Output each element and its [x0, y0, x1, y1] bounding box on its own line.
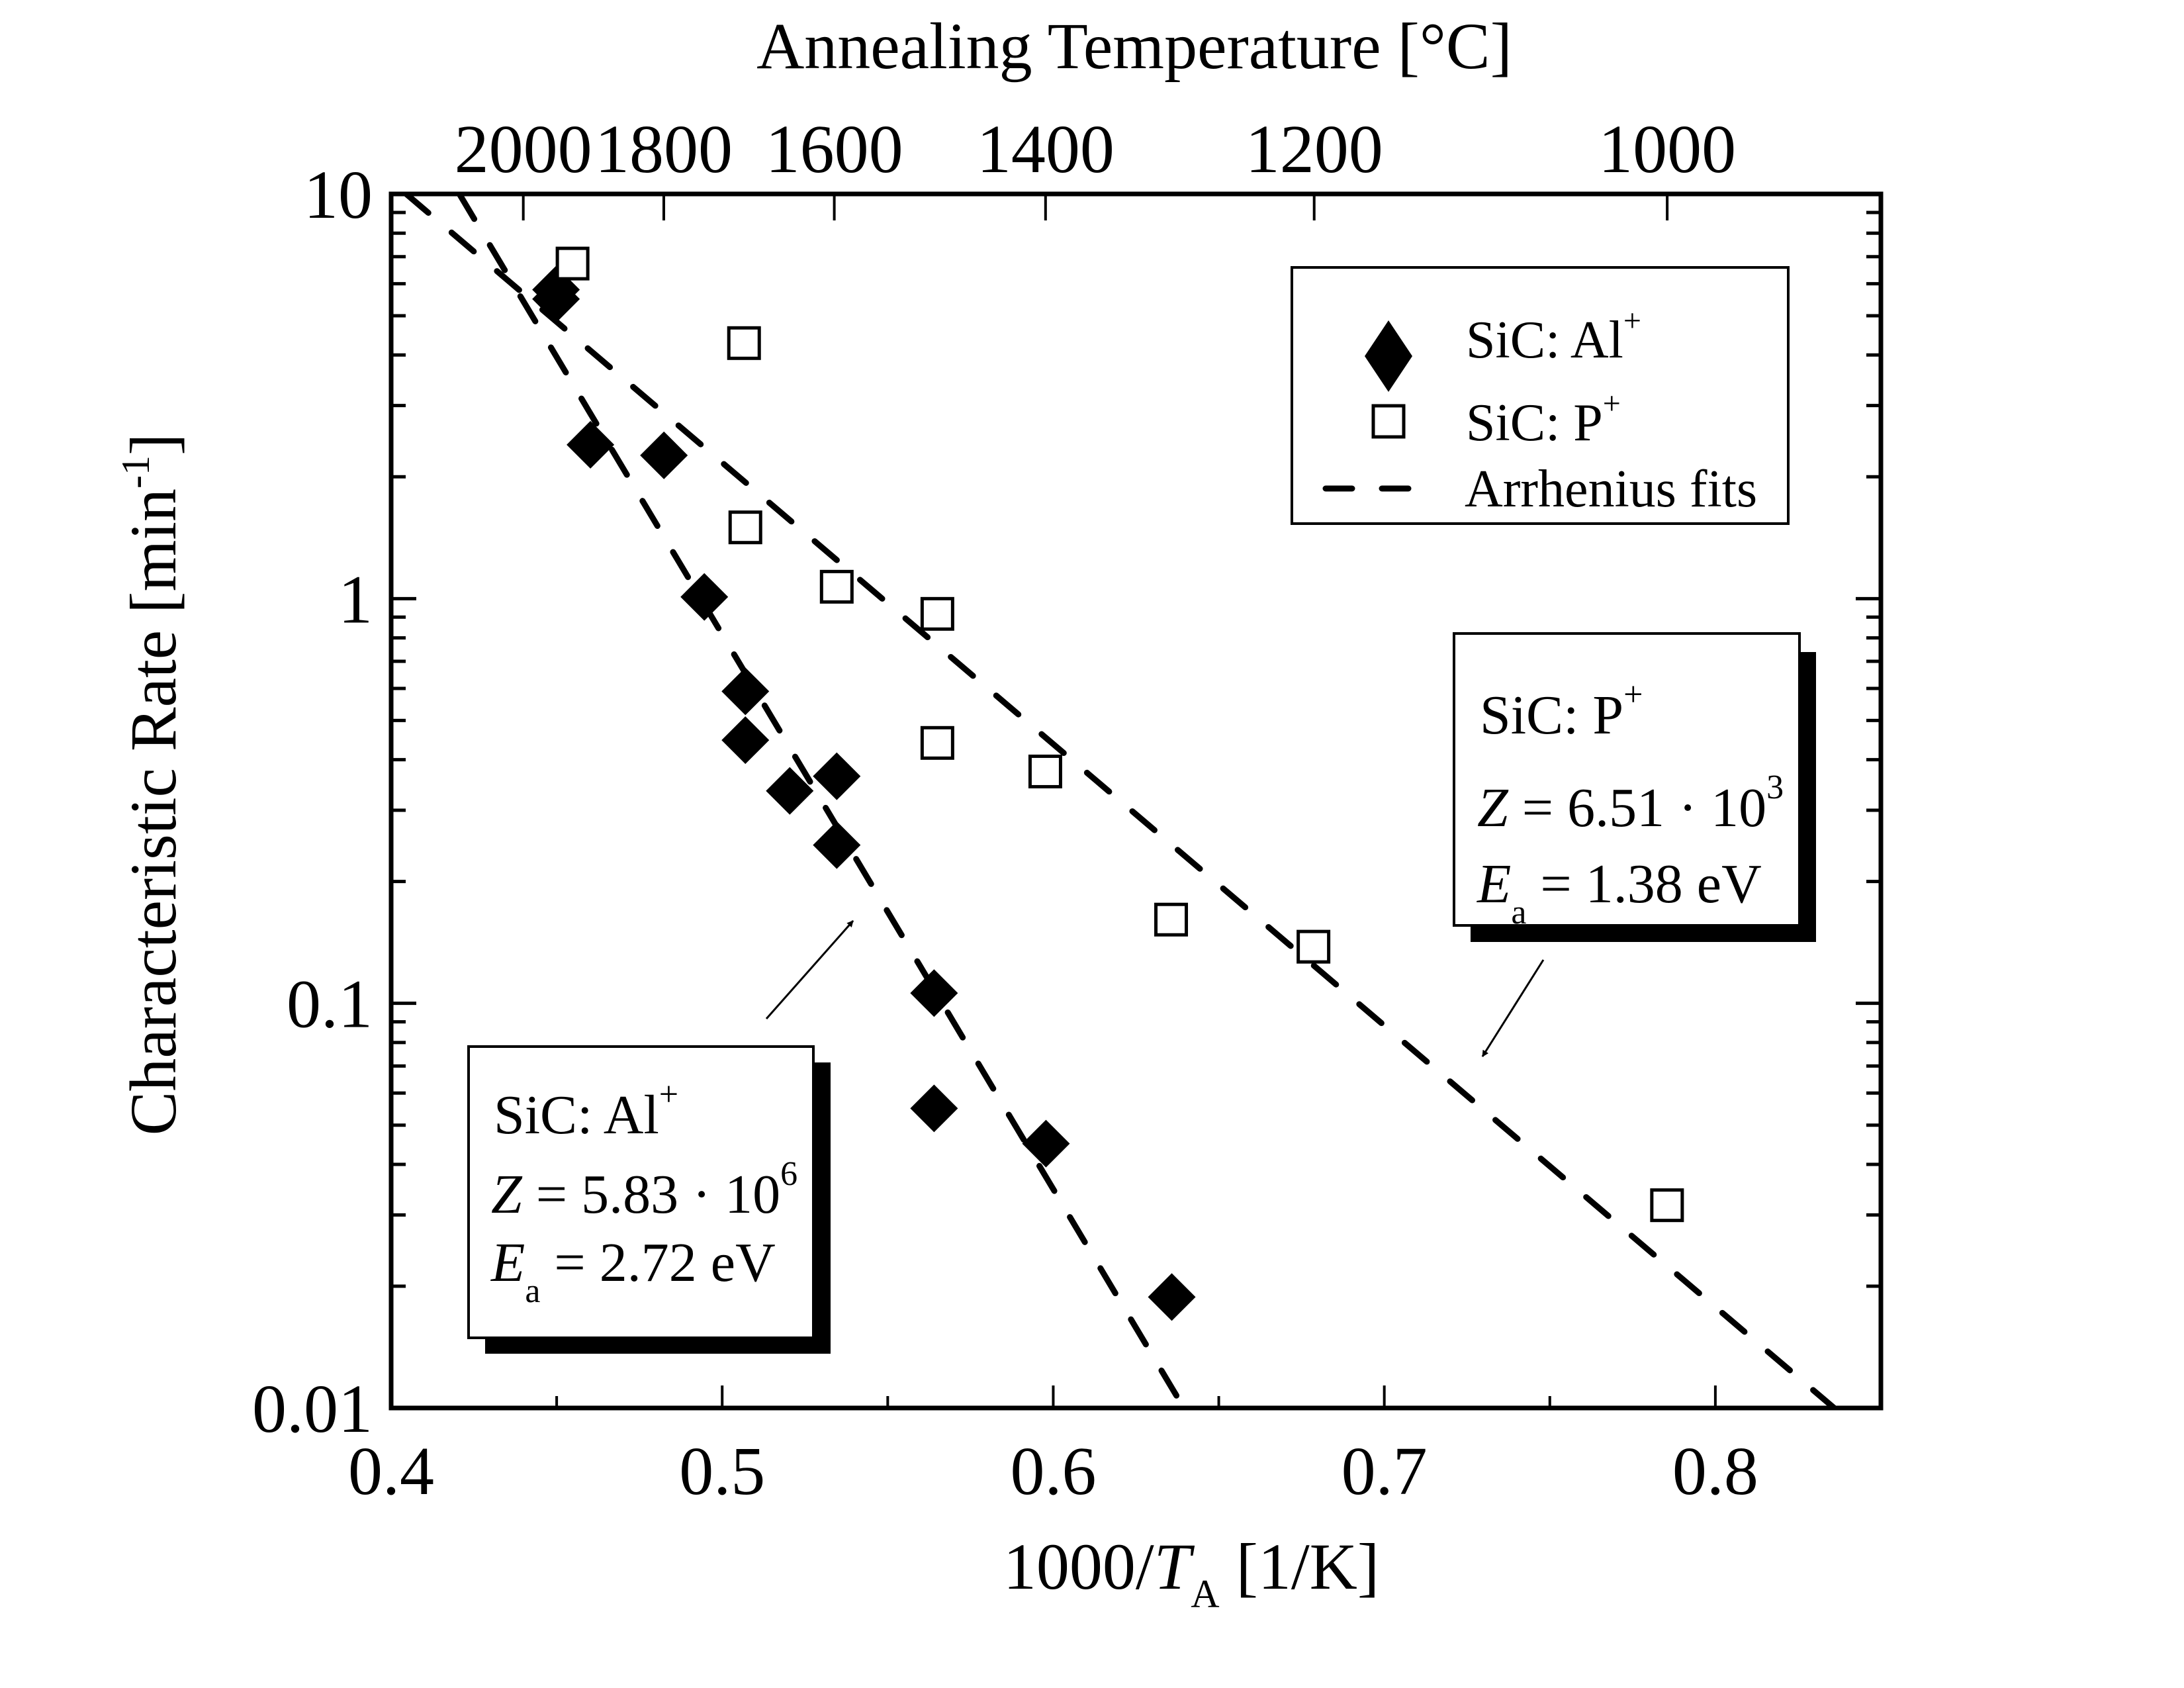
x-tick-label: 0.8: [1672, 1433, 1758, 1509]
x-tick-label: 0.7: [1342, 1433, 1428, 1509]
al-data-point: [532, 275, 580, 323]
annotation-al-z: Z = 5.83 · 106: [491, 1155, 797, 1225]
p-data-point: [1650, 1188, 1684, 1223]
al-data-point: [1022, 1119, 1070, 1168]
al-data-point: [567, 420, 615, 469]
p-data-point: [920, 596, 954, 631]
al-data-point: [766, 767, 814, 815]
x-tick-label: 0.4: [348, 1433, 434, 1509]
annotation-p-arrow: [1481, 959, 1545, 1057]
top-tick-label: 1200: [1246, 111, 1383, 187]
al-data-point: [680, 573, 729, 621]
annotation-p: SiC: P+ Z = 6.51 · 103 Ea = 1.38 eV: [1453, 632, 1816, 1057]
y-tick-label: 1: [338, 561, 373, 637]
top-tick-label: 2000: [455, 111, 592, 187]
p-data-point: [1028, 754, 1062, 788]
legend-label-p: SiC: P+: [1466, 386, 1621, 452]
legend-square-icon: [1371, 404, 1406, 439]
annotation-p-box: [1453, 632, 1801, 927]
x-axis-title: 1000/TA [1/K]: [1003, 1530, 1379, 1616]
p-data-point: [1154, 902, 1189, 937]
legend-diamond-icon: [1365, 320, 1412, 392]
x-tick-label: 0.5: [679, 1433, 765, 1509]
y-axis-title: Characteristic Rate [min-1]: [114, 434, 190, 1136]
top-tick-label: 1400: [977, 111, 1115, 187]
y-tick-label: 0.01: [252, 1371, 373, 1447]
y-tick-label: 0.1: [287, 966, 373, 1043]
annotation-p-title: SiC: P+: [1480, 676, 1643, 746]
annotation-p-ea: Ea = 1.38 eV: [1477, 853, 1762, 931]
p-data-point: [555, 246, 590, 281]
top-axis-title: Annealing Temperature [°C]: [756, 9, 1512, 83]
al-data-point: [1148, 1273, 1196, 1321]
al-data-point: [721, 667, 770, 716]
fit-line: [403, 194, 1837, 1408]
annotation-al-box: [467, 1045, 815, 1339]
fit-lines: [403, 194, 1837, 1408]
top-tick-label: 1000: [1598, 111, 1736, 187]
fit-line: [456, 194, 1187, 1408]
annotation-al-title: SiC: Al+: [494, 1076, 678, 1146]
al-data-point: [813, 752, 861, 800]
al-data-point: [640, 431, 688, 479]
legend-label-fits: Arrhenius fits: [1465, 460, 1757, 518]
p-data-point: [727, 326, 761, 360]
p-data-point: [920, 726, 954, 760]
annotation-p-z: Z = 6.51 · 103: [1477, 769, 1784, 839]
tick-labels: 0.4 0.5 0.6 0.7 0.8 0.01 0.1 1 10 2000 1800 1600 140…: [252, 111, 1758, 1509]
data-points: [532, 246, 1684, 1321]
top-tick-label: 1600: [766, 111, 903, 187]
top-tick-label: 1800: [595, 111, 733, 187]
annotation-al-ea: Ea = 2.72 eV: [490, 1232, 776, 1310]
p-data-point: [1297, 929, 1331, 964]
annotation-al: SiC: Al+ Z = 5.83 · 106 Ea = 2.72 eV: [467, 920, 854, 1354]
al-data-point: [813, 821, 861, 869]
legend-label-al: SiC: Al+: [1466, 303, 1641, 369]
plot-frame: [388, 191, 1884, 1411]
x-tick-label: 0.6: [1010, 1433, 1096, 1509]
annotation-al-arrow: [765, 920, 854, 1019]
y-tick-label: 10: [304, 157, 373, 233]
p-data-point: [728, 510, 762, 545]
al-data-point: [910, 969, 958, 1017]
al-data-point: [721, 716, 770, 765]
legend-box: [1291, 266, 1790, 525]
al-data-point: [910, 1084, 958, 1133]
p-data-point: [819, 569, 854, 604]
legend: SiC: Al+ SiC: P+ Arrhenius fits: [1291, 266, 1790, 525]
